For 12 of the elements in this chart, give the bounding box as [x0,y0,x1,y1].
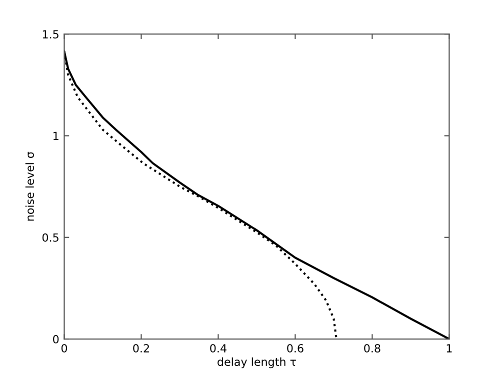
y-tick-label: 0.5 [42,233,58,242]
x-tick-label: 0.8 [364,344,380,352]
x-tick-label: 0.4 [210,344,226,352]
x-tick-label: 0 [61,344,68,352]
y-tick-label: 1.5 [42,30,58,38]
y-tick-label: 0 [53,334,59,344]
y-tick-label: 1 [54,132,58,140]
x-tick-label: 0.6 [287,344,304,352]
x-tick-label: 1 [446,344,452,352]
y-axis-title: noise level σ [25,152,34,221]
x-tick-label: 0.2 [133,344,149,352]
x-axis-title: delay length τ [218,357,296,368]
